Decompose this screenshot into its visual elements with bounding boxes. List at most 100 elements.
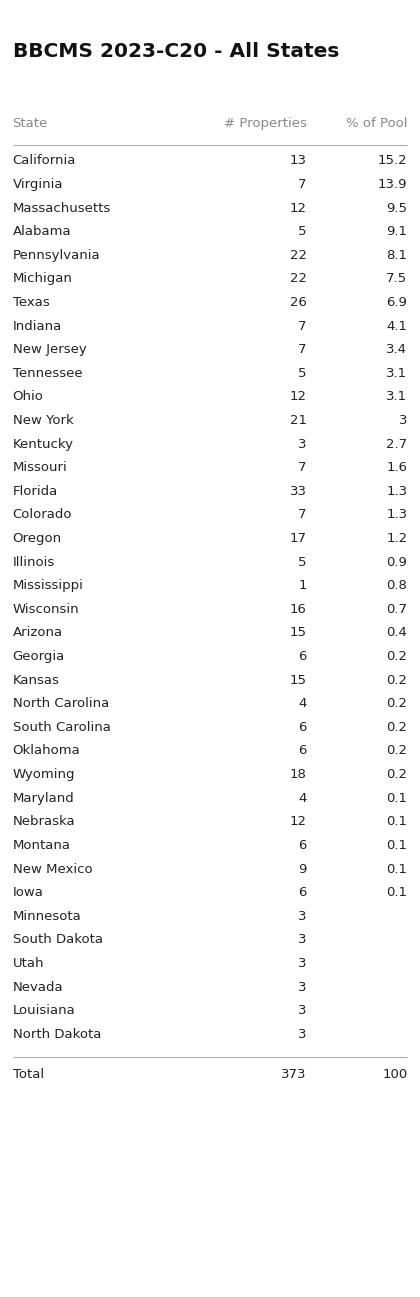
Text: 5: 5 (298, 367, 307, 380)
Text: 0.1: 0.1 (386, 863, 407, 875)
Text: Total: Total (13, 1069, 44, 1082)
Text: New Jersey: New Jersey (13, 344, 87, 357)
Text: 5: 5 (298, 226, 307, 239)
Text: 7: 7 (298, 178, 307, 191)
Text: California: California (13, 154, 76, 167)
Text: Texas: Texas (13, 296, 50, 309)
Text: 0.2: 0.2 (386, 673, 407, 686)
Text: 0.2: 0.2 (386, 698, 407, 711)
Text: 4.1: 4.1 (386, 319, 407, 332)
Text: 0.1: 0.1 (386, 886, 407, 899)
Text: Colorado: Colorado (13, 508, 72, 521)
Text: % of Pool: % of Pool (346, 117, 407, 130)
Text: 1.6: 1.6 (386, 462, 407, 475)
Text: 9.5: 9.5 (386, 201, 407, 214)
Text: 0.1: 0.1 (386, 839, 407, 852)
Text: 5: 5 (298, 555, 307, 568)
Text: Wyoming: Wyoming (13, 768, 75, 781)
Text: 100: 100 (382, 1069, 407, 1082)
Text: 1.3: 1.3 (386, 508, 407, 521)
Text: 3: 3 (298, 957, 307, 970)
Text: 18: 18 (290, 768, 307, 781)
Text: 17: 17 (290, 532, 307, 545)
Text: Louisiana: Louisiana (13, 1004, 75, 1017)
Text: 3: 3 (298, 1004, 307, 1017)
Text: 1.2: 1.2 (386, 532, 407, 545)
Text: Oklahoma: Oklahoma (13, 744, 80, 757)
Text: 6: 6 (298, 839, 307, 852)
Text: 12: 12 (290, 816, 307, 829)
Text: Georgia: Georgia (13, 650, 65, 663)
Text: # Properties: # Properties (224, 117, 307, 130)
Text: 0.2: 0.2 (386, 768, 407, 781)
Text: 21: 21 (290, 414, 307, 427)
Text: 6: 6 (298, 744, 307, 757)
Text: 7: 7 (298, 462, 307, 475)
Text: Virginia: Virginia (13, 178, 63, 191)
Text: Utah: Utah (13, 957, 44, 970)
Text: 3: 3 (298, 909, 307, 922)
Text: 0.7: 0.7 (386, 603, 407, 616)
Text: 26: 26 (290, 296, 307, 309)
Text: South Dakota: South Dakota (13, 934, 102, 947)
Text: 373: 373 (281, 1069, 307, 1082)
Text: 0.1: 0.1 (386, 791, 407, 804)
Text: Montana: Montana (13, 839, 71, 852)
Text: 15: 15 (290, 673, 307, 686)
Text: North Carolina: North Carolina (13, 698, 109, 711)
Text: Florida: Florida (13, 485, 58, 498)
Text: Massachusetts: Massachusetts (13, 201, 111, 214)
Text: State: State (13, 117, 48, 130)
Text: North Dakota: North Dakota (13, 1027, 101, 1040)
Text: 7: 7 (298, 319, 307, 332)
Text: Mississippi: Mississippi (13, 580, 84, 593)
Text: 7: 7 (298, 508, 307, 521)
Text: 0.8: 0.8 (386, 580, 407, 593)
Text: Indiana: Indiana (13, 319, 62, 332)
Text: 13.9: 13.9 (378, 178, 407, 191)
Text: 1.3: 1.3 (386, 485, 407, 498)
Text: 1: 1 (298, 580, 307, 593)
Text: 9: 9 (298, 863, 307, 875)
Text: 3: 3 (399, 414, 407, 427)
Text: Pennsylvania: Pennsylvania (13, 249, 100, 262)
Text: 12: 12 (290, 390, 307, 403)
Text: 0.4: 0.4 (386, 626, 407, 639)
Text: South Carolina: South Carolina (13, 721, 110, 734)
Text: 12: 12 (290, 201, 307, 214)
Text: Wisconsin: Wisconsin (13, 603, 79, 616)
Text: Maryland: Maryland (13, 791, 74, 804)
Text: 6.9: 6.9 (386, 296, 407, 309)
Text: 7.5: 7.5 (386, 272, 407, 285)
Text: 9.1: 9.1 (386, 226, 407, 239)
Text: Ohio: Ohio (13, 390, 44, 403)
Text: 6: 6 (298, 886, 307, 899)
Text: 13: 13 (290, 154, 307, 167)
Text: 0.2: 0.2 (386, 650, 407, 663)
Text: 7: 7 (298, 344, 307, 357)
Text: New York: New York (13, 414, 74, 427)
Text: Kansas: Kansas (13, 673, 60, 686)
Text: 3: 3 (298, 437, 307, 450)
Text: 4: 4 (298, 698, 307, 711)
Text: 3: 3 (298, 981, 307, 994)
Text: New Mexico: New Mexico (13, 863, 92, 875)
Text: Alabama: Alabama (13, 226, 71, 239)
Text: 3: 3 (298, 934, 307, 947)
Text: Minnesota: Minnesota (13, 909, 81, 922)
Text: 33: 33 (290, 485, 307, 498)
Text: Nebraska: Nebraska (13, 816, 75, 829)
Text: 3.4: 3.4 (386, 344, 407, 357)
Text: 4: 4 (298, 791, 307, 804)
Text: 0.2: 0.2 (386, 744, 407, 757)
Text: 3.1: 3.1 (386, 390, 407, 403)
Text: 0.2: 0.2 (386, 721, 407, 734)
Text: 22: 22 (290, 249, 307, 262)
Text: Kentucky: Kentucky (13, 437, 74, 450)
Text: Missouri: Missouri (13, 462, 67, 475)
Text: 3.1: 3.1 (386, 367, 407, 380)
Text: 2.7: 2.7 (386, 437, 407, 450)
Text: 6: 6 (298, 650, 307, 663)
Text: Iowa: Iowa (13, 886, 44, 899)
Text: Michigan: Michigan (13, 272, 73, 285)
